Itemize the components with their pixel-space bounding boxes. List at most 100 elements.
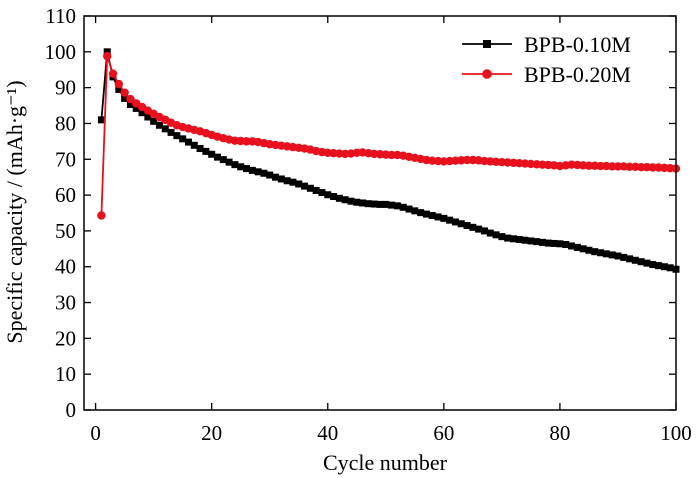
data-point xyxy=(179,135,187,143)
y-tick-label: 10 xyxy=(55,362,76,386)
data-point xyxy=(353,198,361,206)
data-point xyxy=(550,239,558,247)
data-point xyxy=(370,200,378,208)
data-point xyxy=(190,141,198,149)
data-point xyxy=(596,161,605,171)
data-point xyxy=(97,116,105,124)
data-point xyxy=(341,196,349,204)
data-point xyxy=(115,85,123,93)
legend: BPB-0.10M BPB-0.20M xyxy=(462,32,631,87)
data-point xyxy=(248,166,256,174)
data-point xyxy=(649,261,657,269)
series-BPB-0.20M xyxy=(97,51,681,220)
data-point xyxy=(306,184,314,192)
data-point xyxy=(364,200,372,208)
data-point xyxy=(631,256,639,264)
data-point xyxy=(120,88,129,97)
x-tick-label: 0 xyxy=(90,421,101,445)
legend-entry: BPB-0.10M xyxy=(462,32,631,57)
data-point xyxy=(318,189,326,197)
data-point xyxy=(666,264,674,272)
y-tick-label: 100 xyxy=(45,40,77,64)
data-point xyxy=(272,173,280,181)
data-point xyxy=(144,113,152,121)
legend-marker xyxy=(482,69,492,79)
x-axis-label: Cycle number xyxy=(323,450,448,475)
data-point xyxy=(388,201,396,209)
data-point xyxy=(167,128,175,136)
y-tick-label: 30 xyxy=(55,291,76,315)
data-point xyxy=(173,132,181,140)
data-point xyxy=(562,241,570,249)
data-point xyxy=(428,212,436,220)
data-point xyxy=(643,259,651,267)
y-tick-label: 40 xyxy=(55,255,76,279)
legend-label: BPB-0.10M xyxy=(524,32,631,57)
data-point xyxy=(161,125,169,133)
data-point xyxy=(330,193,338,201)
data-point xyxy=(457,220,465,228)
data-point xyxy=(486,229,494,237)
data-point xyxy=(138,109,146,117)
data-point xyxy=(196,145,204,153)
data-point xyxy=(568,242,576,250)
x-tick-label: 20 xyxy=(201,421,222,445)
data-point xyxy=(451,218,459,226)
data-point xyxy=(312,186,320,194)
data-point xyxy=(103,51,112,61)
data-point xyxy=(625,162,634,171)
data-point xyxy=(376,200,384,208)
data-point xyxy=(150,117,158,125)
data-point xyxy=(231,161,239,169)
data-point xyxy=(480,227,488,235)
data-point xyxy=(266,171,274,179)
data-point xyxy=(399,203,407,211)
data-point xyxy=(121,94,129,102)
legend-entry: BPB-0.20M xyxy=(462,62,631,87)
data-point xyxy=(626,255,634,263)
data-point xyxy=(237,163,245,171)
data-point xyxy=(475,225,483,233)
data-point xyxy=(463,222,471,230)
data-point xyxy=(573,243,581,251)
data-point xyxy=(637,258,645,266)
data-point xyxy=(509,235,517,243)
data-point xyxy=(289,178,297,186)
data-point xyxy=(132,104,140,112)
data-point xyxy=(347,197,355,205)
data-point xyxy=(335,194,343,202)
data-point xyxy=(359,199,367,207)
data-point xyxy=(462,155,472,165)
data-point xyxy=(498,233,506,241)
data-point xyxy=(597,249,605,257)
x-tick-label: 40 xyxy=(317,421,338,445)
data-point xyxy=(608,251,616,259)
legend-marker xyxy=(483,40,491,48)
legend-label: BPB-0.20M xyxy=(524,62,631,87)
y-tick-label: 70 xyxy=(55,147,76,171)
series-area xyxy=(97,48,681,273)
data-point xyxy=(242,137,251,146)
data-point xyxy=(254,168,262,176)
data-point xyxy=(202,147,210,155)
data-point xyxy=(434,213,442,221)
data-point xyxy=(591,248,599,256)
data-point xyxy=(417,209,425,217)
data-point xyxy=(108,69,118,78)
data-point xyxy=(103,48,111,56)
data-point xyxy=(636,162,646,172)
data-point xyxy=(295,180,303,188)
data-point xyxy=(208,150,216,158)
data-point xyxy=(492,231,500,239)
data-point xyxy=(602,250,610,258)
data-point xyxy=(126,100,134,108)
y-tick-label: 80 xyxy=(55,111,76,135)
y-tick-label: 110 xyxy=(45,4,76,28)
data-point xyxy=(620,253,628,261)
data-point xyxy=(648,163,657,172)
y-tick-label: 50 xyxy=(55,219,76,243)
y-axis-label: Specific capacity / (mAh·g⁻¹) xyxy=(2,80,27,343)
data-point xyxy=(504,234,512,242)
data-point xyxy=(277,175,285,183)
